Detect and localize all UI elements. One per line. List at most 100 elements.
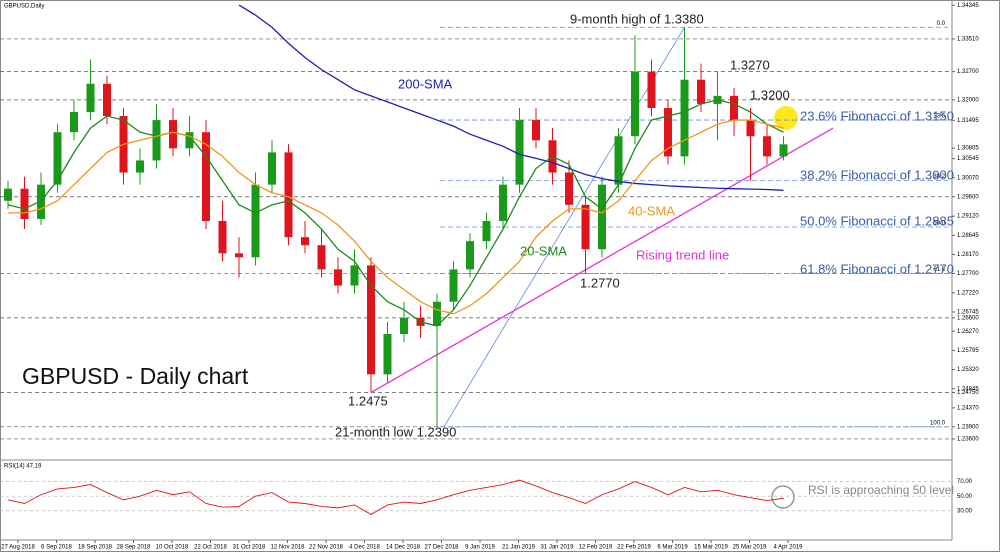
chart-title: GBPUSD,Daily <box>4 4 44 10</box>
x-tick-label: 4 Dec 2018 <box>349 545 380 551</box>
y-tick-label: 1.27220 <box>957 290 979 296</box>
candle-body <box>268 152 276 185</box>
y-tick-label: 1.26745 <box>957 310 979 316</box>
highlight-circle <box>774 106 798 130</box>
candle-body <box>763 136 771 157</box>
y-tick-label: 1.25320 <box>957 367 979 373</box>
sma-line <box>8 119 784 315</box>
candle-body <box>169 120 177 149</box>
y-tick-label: 1.34345 <box>957 3 979 9</box>
candle-body <box>383 334 392 375</box>
y-tick-label: 1.26600 <box>957 315 979 321</box>
y-tick-label: 1.23900 <box>957 424 979 430</box>
x-tick-label: 28 Sep 2018 <box>116 545 151 551</box>
annotation: 200-SMA <box>398 76 453 91</box>
candle-body <box>334 269 342 286</box>
candle-body <box>86 83 95 112</box>
annotation: GBPUSD - Daily chart <box>22 363 249 389</box>
y-tick-label: 1.31495 <box>957 118 979 124</box>
y-tick-label: 1.27700 <box>957 271 979 277</box>
rsi-tick-label: 70.00 <box>957 479 973 485</box>
candle-body <box>730 95 738 121</box>
fib-label: 38.2 <box>933 174 945 180</box>
candle-body <box>284 152 293 238</box>
annotation: 20-SMA <box>520 243 567 258</box>
x-tick-label: 14 Dec 2018 <box>386 545 421 551</box>
rsi-tick-label: 30.00 <box>957 508 973 514</box>
candle-body <box>20 188 29 219</box>
rsi-tick-label: 50.00 <box>957 494 973 500</box>
candle-body <box>466 241 474 270</box>
candle-body <box>53 132 62 185</box>
candle-body <box>631 71 639 137</box>
candle-body <box>218 220 227 254</box>
x-tick-label: 10 Oct 2018 <box>156 545 189 551</box>
candle-body <box>598 184 606 250</box>
annotation: 23.6% Fibonacci of 1.3150 <box>800 108 954 123</box>
annotation: 21-month low 1.2390 <box>335 424 456 439</box>
rsi-circle <box>771 485 795 509</box>
candle-body <box>449 269 458 302</box>
candle-body <box>532 120 540 141</box>
fib-label: 50.0 <box>933 221 945 227</box>
sma-line <box>7 99 784 327</box>
x-tick-label: 6 Sep 2018 <box>41 545 72 551</box>
fib-label: 61.8 <box>933 267 945 273</box>
x-tick-label: 25 Mar 2019 <box>733 545 767 551</box>
candle-body <box>499 184 507 221</box>
annotation: RSI is approaching 50 level <box>808 483 954 497</box>
candle-body <box>70 112 78 133</box>
y-tick-label: 1.33510 <box>957 37 979 43</box>
y-tick-label: 1.24845 <box>957 386 979 392</box>
y-tick-label: 1.32000 <box>957 97 979 103</box>
candle-body <box>400 317 408 334</box>
annotation: 40-SMA <box>628 203 675 218</box>
x-tick-label: 27 Aug 2018 <box>1 545 35 551</box>
candle-body <box>515 120 524 185</box>
candle-body <box>317 245 326 270</box>
y-tick-label: 1.24370 <box>957 405 979 411</box>
y-tick-label: 1.30070 <box>957 175 979 181</box>
y-tick-label: 1.28645 <box>957 233 979 239</box>
x-tick-label: 12 Feb 2019 <box>579 545 613 551</box>
candle-body <box>251 184 260 258</box>
annotation: 1.2770 <box>580 275 620 290</box>
x-tick-label: 22 Oct 2018 <box>194 545 227 551</box>
candle-body <box>103 83 111 117</box>
candle-body <box>482 220 491 242</box>
y-tick-label: 1.30805 <box>957 146 979 152</box>
sma-line <box>238 4 784 191</box>
x-tick-label: 27 Dec 2018 <box>424 545 459 551</box>
candle-body <box>565 172 573 205</box>
y-tick-label: 1.26270 <box>957 329 979 335</box>
trend-line <box>370 127 834 394</box>
candle-body <box>746 120 755 137</box>
candle-body <box>779 144 788 157</box>
fib-label: 100.0 <box>930 420 946 426</box>
annotation: 9-month high of 1.3380 <box>570 11 704 26</box>
y-tick-label: 1.28170 <box>957 252 979 258</box>
x-tick-label: 21 Jan 2019 <box>502 545 536 551</box>
annotation: 61.8% Fibonacci of 1.2770 <box>800 261 954 276</box>
x-tick-label: 31 Jan 2019 <box>540 545 574 551</box>
annotation: 1.3200 <box>750 87 790 102</box>
y-tick-label: 1.24750 <box>957 390 979 396</box>
candle-body <box>581 204 590 250</box>
x-tick-label: 18 Sep 2018 <box>78 545 113 551</box>
candle-body <box>614 136 623 185</box>
rsi-line <box>7 479 784 515</box>
candle-body <box>680 79 689 157</box>
candle-body <box>433 301 441 326</box>
candle-body <box>185 132 194 149</box>
candle-body <box>152 120 161 161</box>
x-tick-label: 31 Oct 2018 <box>233 545 266 551</box>
candle-body <box>697 79 705 104</box>
x-tick-label: 15 Mar 2019 <box>694 545 728 551</box>
fib-label: 0.0 <box>937 21 946 27</box>
annotation: 38.2% Fibonacci of 1.3000 <box>800 167 954 182</box>
y-tick-label: 1.29600 <box>957 194 979 200</box>
candle-body <box>647 71 656 108</box>
x-tick-label: 4 Apr 2019 <box>773 545 803 551</box>
candle-body <box>37 184 45 219</box>
